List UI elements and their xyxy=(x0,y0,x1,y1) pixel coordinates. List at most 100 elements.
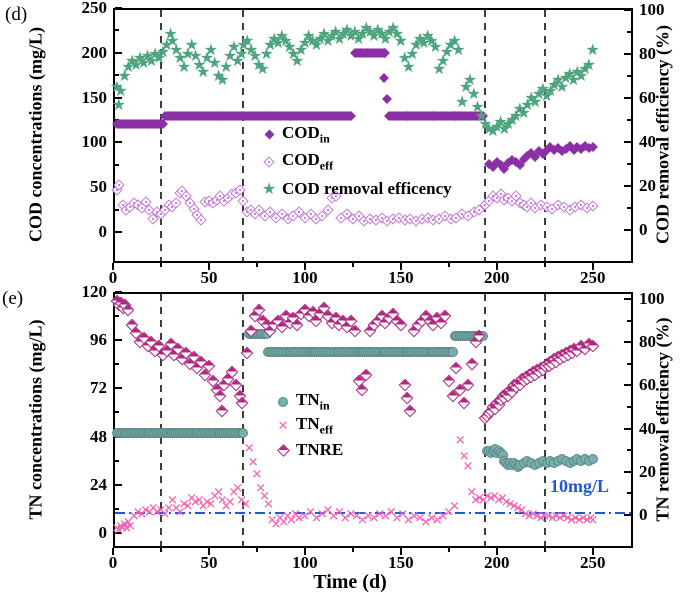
x-minor-tick xyxy=(351,548,354,552)
right-minor-tick xyxy=(627,492,631,495)
legend-item-cod_eff: CODeff xyxy=(256,148,452,175)
left-minor-tick xyxy=(115,74,119,77)
right-tick-label: 60 xyxy=(639,375,656,395)
data-point-cod-removal-efficiency: ★ xyxy=(234,43,249,63)
data-point-cod-removal-efficiency: ★ xyxy=(504,109,520,129)
panel-e-left-axis-title: TN concentrations (mg/L) xyxy=(25,319,46,520)
data-point-cod-removal-efficiency: ★ xyxy=(351,28,366,48)
data-point-cod-removal-efficiency: ★ xyxy=(585,39,600,59)
legend-item-cod-removal-efficiency: ★ COD removal efficency xyxy=(256,175,452,202)
data-point-tn_eff: ✕ xyxy=(431,513,443,529)
data-point-tn_eff: ✕ xyxy=(213,485,224,501)
data-point-tn_eff: ✕ xyxy=(508,499,520,515)
right-tick-label: 0 xyxy=(639,504,648,524)
data-point-cod-removal-efficiency: ★ xyxy=(172,48,188,68)
data-point-tn_eff: ✕ xyxy=(305,505,317,521)
data-point-tn_eff: ✕ xyxy=(151,505,163,521)
left-tick-label: 48 xyxy=(90,426,107,446)
data-point-tn_eff: ✕ xyxy=(197,499,209,515)
left-major-tick xyxy=(115,339,122,342)
panel-d-letter: (d) xyxy=(5,4,28,25)
legend-item-tn_in: TNin xyxy=(270,390,343,414)
right-minor-tick xyxy=(627,206,631,209)
right-major-tick xyxy=(624,384,631,387)
data-point-tn_eff: ✕ xyxy=(243,441,255,457)
left-major-tick xyxy=(115,51,122,54)
data-point-cod-removal-efficiency: ★ xyxy=(570,61,585,81)
x-tick-label: 250 xyxy=(579,553,606,572)
data-point-tn_eff: ✕ xyxy=(289,507,301,523)
data-point-cod-removal-efficiency: ★ xyxy=(176,57,192,77)
data-point-tn_eff: ✕ xyxy=(449,499,460,515)
data-point-cod-removal-efficiency: ★ xyxy=(370,19,385,39)
threshold-line xyxy=(115,511,631,514)
x-tick-label: 250 xyxy=(579,268,606,287)
data-point-cod-removal-efficiency: ★ xyxy=(520,94,535,114)
data-point-tn_eff: ✕ xyxy=(380,509,391,525)
data-point-tn_eff: ✕ xyxy=(120,521,132,537)
data-point-tn_eff: ✕ xyxy=(259,489,271,505)
data-point-cod-removal-efficiency: ★ xyxy=(243,39,259,59)
data-point-tn_eff: ✕ xyxy=(255,481,267,497)
data-point-cod-removal-efficiency: ★ xyxy=(424,30,439,50)
data-point-cod-removal-efficiency: ★ xyxy=(240,30,255,50)
legend-marker-star: ★ xyxy=(256,180,282,197)
data-point-cod-removal-efficiency: ★ xyxy=(125,50,140,70)
right-tick-label: 0 xyxy=(639,219,648,239)
data-point-tn_eff: ✕ xyxy=(351,509,363,525)
right-minor-tick xyxy=(627,449,631,452)
data-point-tn_eff: ✕ xyxy=(124,519,136,535)
data-point-tn_eff: ✕ xyxy=(236,493,247,509)
data-point-tn_eff: ✕ xyxy=(310,511,322,527)
data-point-tn_eff: ✕ xyxy=(170,501,182,517)
x-major-tick xyxy=(112,263,114,270)
data-point-cod-removal-efficiency: ★ xyxy=(474,105,489,125)
left-tick-label: 72 xyxy=(90,378,107,398)
x-tick-label: 50 xyxy=(200,268,218,287)
data-point-tn_eff: ✕ xyxy=(535,511,547,527)
data-point-cod-removal-efficiency: ★ xyxy=(188,46,203,66)
data-point-tn_eff: ✕ xyxy=(368,511,380,527)
x-minor-tick xyxy=(351,263,354,267)
right-minor-tick xyxy=(627,30,631,33)
right-tick-label: 40 xyxy=(639,131,656,151)
data-point-tn_eff: ✕ xyxy=(136,507,148,523)
data-point-tn_eff: ✕ xyxy=(385,505,397,521)
left-tick-label: 120 xyxy=(81,282,108,301)
data-point-tn_eff: ✕ xyxy=(420,515,432,531)
data-point-cod-removal-efficiency: ★ xyxy=(117,65,132,85)
left-minor-tick xyxy=(115,507,119,510)
data-point-cod-removal-efficiency: ★ xyxy=(163,24,178,44)
data-point-tn_eff: ✕ xyxy=(278,515,290,531)
right-tick-label: 100 xyxy=(639,288,665,308)
right-tick-label: 60 xyxy=(639,87,656,107)
x-minor-tick xyxy=(543,263,546,267)
data-point-cod-removal-efficiency: ★ xyxy=(443,35,458,55)
right-major-tick xyxy=(624,427,631,430)
data-point-tn_eff: ✕ xyxy=(205,497,217,513)
x-major-tick xyxy=(303,548,306,555)
data-point-cod-removal-efficiency: ★ xyxy=(359,17,374,37)
data-point-tn_eff: ✕ xyxy=(113,523,125,539)
legend-label: CODeff xyxy=(282,149,334,173)
right-major-tick xyxy=(624,96,631,99)
data-point-cod-removal-efficiency: ★ xyxy=(343,26,359,46)
data-point-cod-removal-efficiency: ★ xyxy=(267,28,282,48)
legend-label: CODin xyxy=(282,122,330,146)
data-point-cod-removal-efficiency: ★ xyxy=(574,65,589,85)
data-point-cod-removal-efficiency: ★ xyxy=(451,39,466,59)
data-point-cod-removal-efficiency: ★ xyxy=(366,26,382,46)
data-point-cod-removal-efficiency: ★ xyxy=(409,35,424,55)
phase-boundary-line xyxy=(159,10,162,261)
phase-boundary-line xyxy=(484,10,487,261)
left-tick-label: 100 xyxy=(81,132,108,152)
data-point-cod-removal-efficiency: ★ xyxy=(316,24,332,44)
data-point-tn_eff: ✕ xyxy=(462,459,474,475)
data-point-cod-removal-efficiency: ★ xyxy=(566,70,581,90)
x-minor-tick xyxy=(543,548,546,552)
data-point-cod-removal-efficiency: ★ xyxy=(558,68,573,88)
left-minor-tick xyxy=(115,315,119,318)
right-major-tick xyxy=(624,8,631,11)
data-point-cod-removal-efficiency: ★ xyxy=(554,76,570,96)
legend-marker-diamond-tnre xyxy=(270,443,296,457)
